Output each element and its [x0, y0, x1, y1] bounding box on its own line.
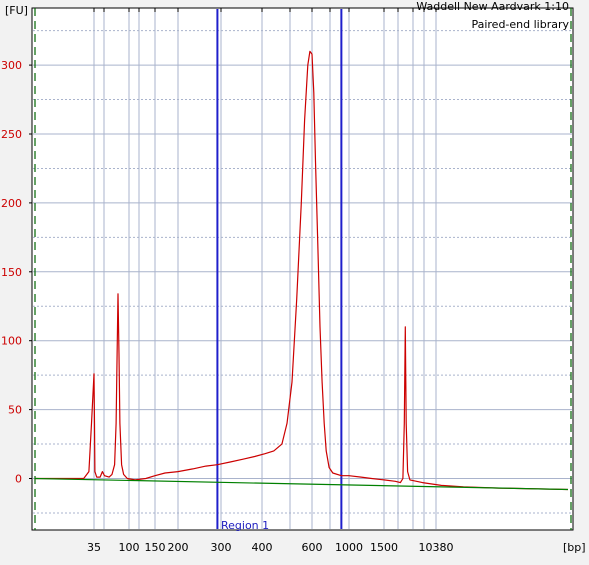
- x-tick-label: 150: [145, 541, 166, 554]
- x-axis-unit-label: [bp]: [563, 541, 586, 554]
- x-tick-label: 300: [211, 541, 232, 554]
- x-tick-label: 35: [87, 541, 101, 554]
- y-tick-label: 300: [1, 59, 22, 72]
- x-tick-label: 100: [119, 541, 140, 554]
- y-axis-unit-label: [FU]: [5, 4, 28, 17]
- region-label: Region 1: [221, 519, 269, 532]
- marker-lines: [34, 8, 572, 530]
- region-lines: [216, 9, 343, 529]
- y-tick-label: 250: [1, 128, 22, 141]
- x-tick-label: 10380: [419, 541, 454, 554]
- x-tick-label: 1500: [370, 541, 398, 554]
- x-tick-label: 1000: [335, 541, 363, 554]
- y-tick-label: 150: [1, 266, 22, 279]
- chart-subtitle: Paired-end library: [471, 18, 569, 31]
- x-tick-label: 600: [302, 541, 323, 554]
- y-tick-label: 50: [8, 404, 22, 417]
- y-tick-label: 100: [1, 335, 22, 348]
- plot-area: [31, 7, 574, 531]
- chart-title: Waddell New Aardvark 1:10: [416, 0, 569, 13]
- baseline-series-line: [34, 477, 569, 491]
- x-tick-label: 400: [252, 541, 273, 554]
- series-layer: [34, 50, 569, 491]
- y-tick-label: 0: [15, 473, 22, 486]
- y-tick-label: 200: [1, 197, 22, 210]
- signal-series-line: [35, 50, 569, 491]
- x-tick-label: 200: [168, 541, 189, 554]
